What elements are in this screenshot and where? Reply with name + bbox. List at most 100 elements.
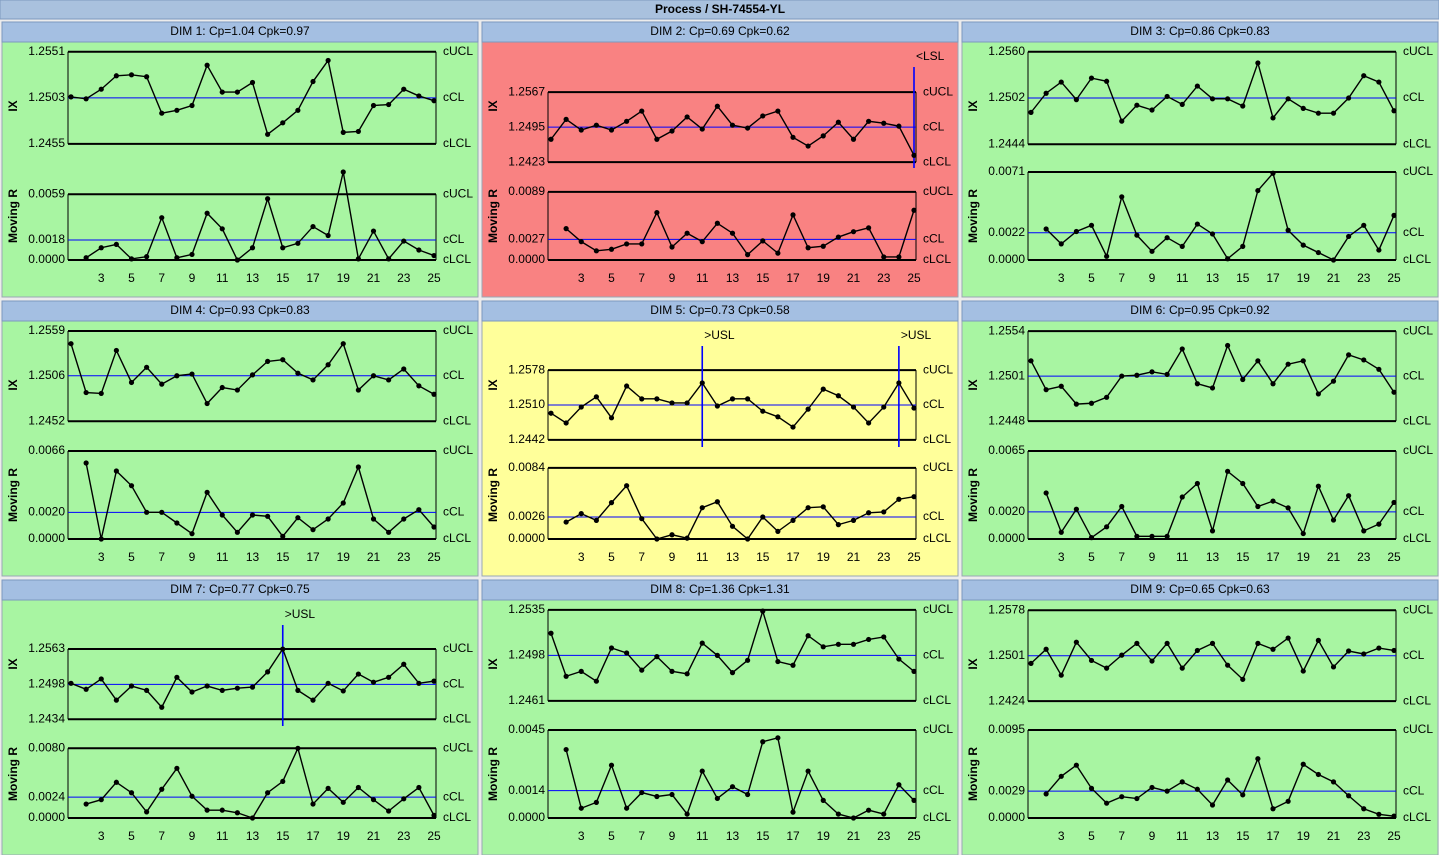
limit-label: cUCL — [443, 443, 473, 457]
limit-label: cUCL — [443, 740, 473, 754]
data-point — [1391, 499, 1397, 506]
limit-label: cLCL — [443, 413, 471, 427]
data-point — [295, 240, 301, 246]
data-point — [608, 645, 615, 651]
data-point — [1073, 762, 1079, 768]
data-point — [174, 674, 180, 680]
y-tick-label: 0.0018 — [28, 232, 65, 246]
x-tick-label: 17 — [1266, 271, 1280, 285]
panel-title-bar — [961, 579, 1439, 601]
y-tick-label: 1.2495 — [508, 119, 545, 133]
data-point — [1225, 662, 1231, 668]
y-tick-label: 0.0000 — [988, 252, 1025, 266]
data-point — [1088, 400, 1095, 406]
data-point — [1240, 376, 1246, 383]
y-tick-label: 1.2455 — [28, 136, 65, 150]
data-point — [684, 114, 690, 120]
x-tick-label: 15 — [1236, 550, 1250, 564]
data-point — [128, 483, 135, 489]
data-point — [669, 128, 675, 134]
data-point — [1270, 170, 1276, 176]
y-tick-label: 1.2461 — [508, 693, 545, 707]
x-tick-label: 9 — [1149, 550, 1156, 564]
data-point — [729, 230, 736, 236]
data-point — [760, 113, 766, 119]
y-tick-label: 0.0000 — [508, 252, 545, 266]
data-point — [820, 133, 826, 139]
x-tick-label: 13 — [246, 550, 260, 564]
data-point — [760, 238, 766, 244]
data-point — [1134, 640, 1140, 646]
x-tick-label: 13 — [1206, 829, 1220, 843]
y-tick-label: 1.2554 — [988, 323, 1025, 337]
data-point — [835, 234, 841, 240]
x-tick-label: 21 — [367, 829, 381, 843]
panel-title: DIM 1: Cp=1.04 Cpk=0.97 — [170, 24, 310, 38]
data-point — [1088, 657, 1095, 664]
y-tick-label: 0.0095 — [988, 722, 1025, 736]
data-point — [1376, 645, 1382, 651]
data-point — [370, 373, 377, 379]
x-tick-label: 3 — [1058, 829, 1065, 843]
y-axis-label: Moving R — [966, 189, 980, 243]
limit-label: cCL — [443, 232, 465, 246]
y-tick-label: 1.2502 — [988, 90, 1025, 104]
data-point — [83, 460, 89, 466]
data-point — [866, 510, 872, 516]
data-point — [1149, 248, 1155, 254]
limit-label: cCL — [1403, 504, 1425, 518]
data-point — [1361, 528, 1367, 534]
data-point — [189, 793, 195, 799]
data-point — [1346, 352, 1352, 358]
panel-background — [1, 579, 479, 855]
y-tick-label: 0.0000 — [508, 531, 545, 545]
limit-label: cLCL — [923, 810, 951, 824]
data-point — [729, 396, 736, 402]
data-point — [159, 381, 165, 387]
data-point — [340, 500, 346, 506]
data-point — [249, 815, 256, 821]
y-tick-label: 1.2444 — [988, 136, 1025, 150]
data-point — [548, 410, 554, 416]
y-tick-label: 1.2501 — [988, 368, 1025, 382]
data-point — [325, 362, 331, 368]
data-point — [866, 636, 872, 643]
x-tick-label: 15 — [756, 829, 770, 843]
data-point — [805, 406, 811, 412]
data-point — [1104, 665, 1110, 671]
data-point — [563, 673, 569, 679]
data-point — [1300, 761, 1306, 767]
data-point — [310, 697, 316, 703]
y-tick-label: 0.0020 — [28, 505, 65, 519]
data-point — [1073, 228, 1079, 235]
x-tick-label: 7 — [158, 271, 165, 285]
data-point — [881, 404, 887, 410]
limit-label: cCL — [923, 397, 945, 411]
x-tick-label: 23 — [1357, 829, 1371, 843]
data-point — [1376, 521, 1382, 527]
x-tick-label: 21 — [847, 550, 861, 564]
x-tick-label: 13 — [726, 550, 740, 564]
data-point — [340, 169, 346, 175]
data-point — [593, 517, 599, 523]
data-point — [431, 391, 437, 397]
x-tick-label: 25 — [1387, 550, 1401, 564]
panel-title-bar — [961, 21, 1439, 43]
y-tick-label: 1.2434 — [28, 711, 65, 725]
x-tick-label: 13 — [1206, 271, 1220, 285]
window-title-bar — [0, 0, 1439, 20]
limit-label: cUCL — [1403, 602, 1433, 616]
data-point — [881, 254, 887, 260]
panel-background — [481, 579, 959, 855]
y-axis-label: Moving R — [966, 747, 980, 801]
data-point — [159, 786, 165, 792]
x-tick-label: 17 — [786, 550, 800, 564]
data-point — [608, 246, 615, 252]
data-point — [790, 424, 796, 430]
x-tick-label: 7 — [638, 550, 645, 564]
data-point — [1088, 535, 1095, 541]
x-tick-label: 3 — [98, 271, 105, 285]
y-axis-label: Moving R — [486, 189, 500, 243]
limit-label: cUCL — [1403, 443, 1433, 457]
data-point — [1225, 777, 1231, 783]
